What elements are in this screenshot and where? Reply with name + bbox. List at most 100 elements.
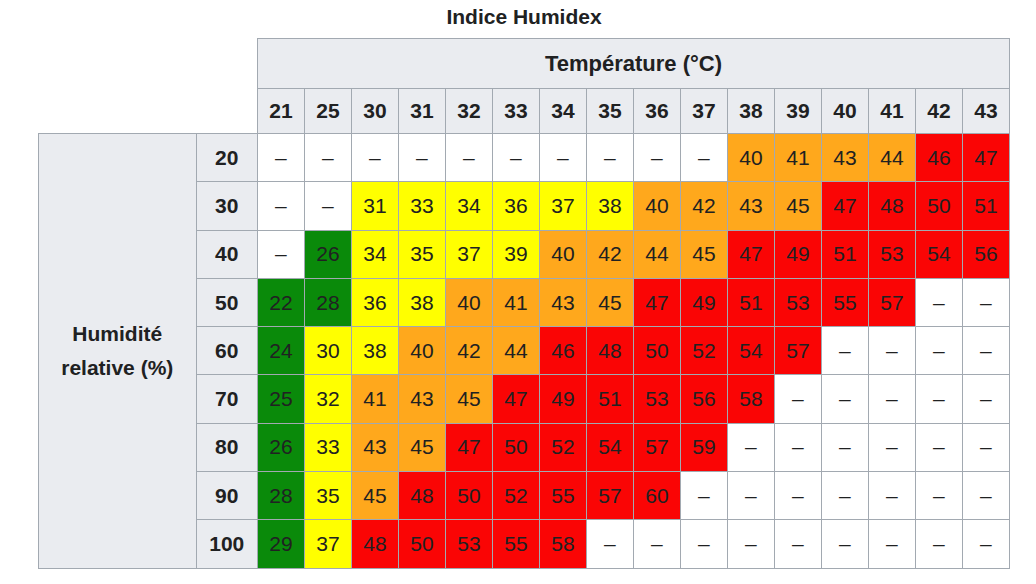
- humidex-cell: –: [962, 278, 1009, 326]
- temp-header: 34: [539, 89, 586, 134]
- humidex-cell: –: [821, 520, 868, 568]
- humidex-cell: 36: [492, 182, 539, 230]
- humidex-cell: 42: [445, 327, 492, 375]
- humidity-header: 30: [196, 182, 257, 230]
- humidex-cell: 35: [398, 230, 445, 278]
- humidex-cell: –: [915, 278, 962, 326]
- temp-header: 35: [586, 89, 633, 134]
- humidex-cell: 41: [774, 134, 821, 182]
- humidex-cell: 26: [257, 423, 304, 471]
- humidex-cell: 31: [351, 182, 398, 230]
- humidex-cell: –: [774, 472, 821, 520]
- humidex-cell: –: [727, 423, 774, 471]
- humidex-cell: 55: [821, 278, 868, 326]
- humidex-cell: 34: [445, 182, 492, 230]
- temperature-values-row: 21253031323334353637383940414243: [39, 89, 1010, 134]
- humidex-cell: 49: [680, 278, 727, 326]
- humidex-cell: –: [962, 375, 1009, 423]
- humidex-cell: 51: [962, 182, 1009, 230]
- humidex-cell: 60: [633, 472, 680, 520]
- humidex-cell: 52: [539, 423, 586, 471]
- humidex-cell: 57: [633, 423, 680, 471]
- temp-header: 38: [727, 89, 774, 134]
- temp-header: 36: [633, 89, 680, 134]
- table-row: Humidité relative (%)20––––––––––4041434…: [39, 134, 1010, 182]
- humidity-header: 50: [196, 278, 257, 326]
- humidex-cell: 50: [398, 520, 445, 568]
- humidex-cell: –: [962, 520, 1009, 568]
- corner-blank: [39, 89, 258, 134]
- humidex-cell: 47: [492, 375, 539, 423]
- corner-blank: [39, 39, 258, 89]
- humidex-cell: –: [962, 472, 1009, 520]
- humidex-cell: 43: [539, 278, 586, 326]
- humidex-cell: –: [915, 423, 962, 471]
- humidex-cell: 50: [633, 327, 680, 375]
- humidex-cell: 43: [398, 375, 445, 423]
- humidex-table: Température (°C) 21253031323334353637383…: [38, 38, 1010, 569]
- humidex-cell: –: [915, 472, 962, 520]
- humidex-cell: 56: [680, 375, 727, 423]
- humidex-cell: 36: [351, 278, 398, 326]
- humidex-cell: 39: [492, 230, 539, 278]
- humidex-cell: 43: [821, 134, 868, 182]
- temp-header: 41: [868, 89, 915, 134]
- humidex-cell: 46: [915, 134, 962, 182]
- temp-header: 25: [304, 89, 351, 134]
- humidex-cell: 58: [539, 520, 586, 568]
- humidex-cell: 56: [962, 230, 1009, 278]
- humidex-cell: –: [257, 134, 304, 182]
- humidex-cell: –: [868, 375, 915, 423]
- humidity-header: 70: [196, 375, 257, 423]
- humidex-cell: 40: [727, 134, 774, 182]
- humidex-cell: 50: [492, 423, 539, 471]
- humidity-header: 80: [196, 423, 257, 471]
- humidex-cell: 48: [351, 520, 398, 568]
- humidex-cell: 47: [727, 230, 774, 278]
- humidex-cell: –: [257, 230, 304, 278]
- humidex-cell: –: [586, 520, 633, 568]
- humidex-cell: 38: [586, 182, 633, 230]
- humidity-group-header: Humidité relative (%): [39, 134, 197, 569]
- humidex-cell: –: [774, 423, 821, 471]
- temp-header: 43: [962, 89, 1009, 134]
- humidex-cell: –: [962, 423, 1009, 471]
- humidex-cell: 48: [586, 327, 633, 375]
- humidex-cell: 53: [633, 375, 680, 423]
- humidex-cell: –: [821, 327, 868, 375]
- temp-header: 31: [398, 89, 445, 134]
- humidex-cell: 59: [680, 423, 727, 471]
- humidity-header: 90: [196, 472, 257, 520]
- humidex-cell: –: [727, 520, 774, 568]
- humidex-cell: 28: [257, 472, 304, 520]
- humidex-cell: 40: [398, 327, 445, 375]
- humidex-cell: 57: [586, 472, 633, 520]
- humidex-cell: 48: [398, 472, 445, 520]
- humidex-cell: 37: [539, 182, 586, 230]
- humidex-cell: –: [492, 134, 539, 182]
- humidex-cell: –: [868, 423, 915, 471]
- humidex-cell: 45: [680, 230, 727, 278]
- humidex-cell: 49: [539, 375, 586, 423]
- humidity-header: 20: [196, 134, 257, 182]
- humidex-cell: 42: [680, 182, 727, 230]
- humidex-cell: –: [727, 472, 774, 520]
- humidex-cell: 54: [915, 230, 962, 278]
- humidex-cell: 37: [304, 520, 351, 568]
- humidex-cell: –: [680, 520, 727, 568]
- humidex-cell: –: [539, 134, 586, 182]
- humidex-cell: –: [774, 520, 821, 568]
- humidex-cell: –: [821, 423, 868, 471]
- humidex-cell: –: [680, 134, 727, 182]
- humidex-cell: 33: [398, 182, 445, 230]
- temp-header: 39: [774, 89, 821, 134]
- humidex-cell: –: [351, 134, 398, 182]
- humidex-cell: –: [915, 327, 962, 375]
- humidex-cell: 54: [586, 423, 633, 471]
- temp-header: 37: [680, 89, 727, 134]
- humidex-cell: –: [962, 327, 1009, 375]
- humidex-cell: 25: [257, 375, 304, 423]
- humidex-cell: 49: [774, 230, 821, 278]
- humidex-cell: 55: [539, 472, 586, 520]
- humidex-cell: 33: [304, 423, 351, 471]
